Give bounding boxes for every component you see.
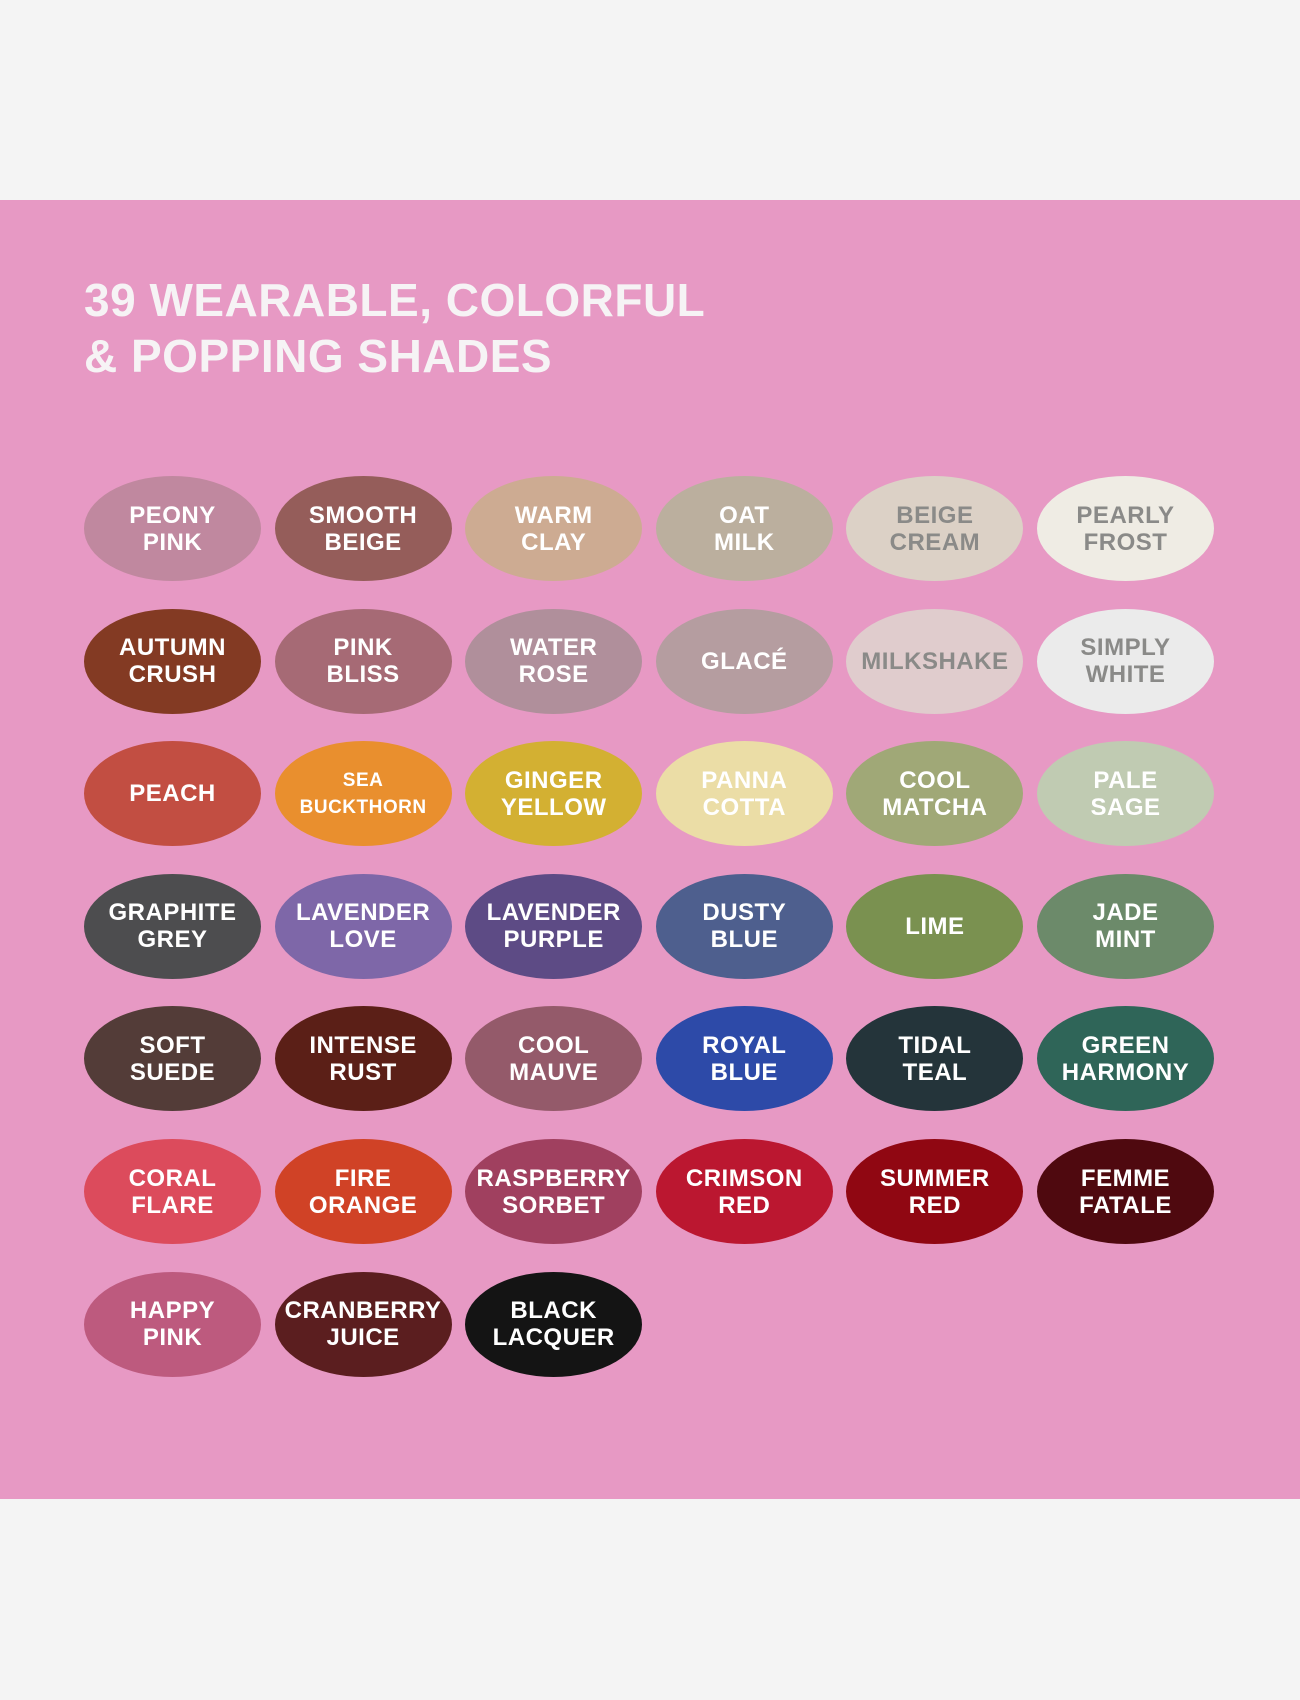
shade-name: SIMPLY WHITE [1080,634,1171,689]
shade-swatch: PINK BLISS [274,608,452,714]
shade-name: PEACH [129,780,216,808]
shade-swatch: SIMPLY WHITE [1037,608,1214,714]
shade-swatch: GREEN HARMONY [1037,1006,1214,1112]
shade-swatch: GRAPHITE GREY [84,873,261,979]
shade-swatch: AUTUMN CRUSH [84,608,261,714]
shade-swatch: GINGER YELLOW [465,741,643,847]
shade-swatch: DUSTY BLUE [655,873,833,979]
shade-swatch: SOFT SUEDE [84,1006,261,1112]
shade-name: SMOOTH BEIGE [308,501,418,556]
shade-name: SEA BUCKTHORN [299,769,427,818]
shade-swatch: CORAL FLARE [84,1139,261,1244]
shade-name: OAT MILK [713,501,775,556]
shade-name: MILKSHAKE [861,647,1009,675]
shade-swatch: PEARLY FROST [1037,476,1214,581]
shade-name: COOL MAUVE [509,1031,599,1086]
shade-swatch: BEIGE CREAM [846,476,1024,581]
shade-name: BLACK LACQUER [492,1297,615,1352]
shade-name: GLACÉ [701,647,788,675]
shade-name: FIRE ORANGE [308,1164,418,1219]
shade-name: COOL MATCHA [882,766,988,821]
shade-name: PEARLY FROST [1076,501,1175,556]
shade-swatch: ROYAL BLUE [655,1006,833,1112]
shade-name: LAVENDER LOVE [295,899,431,954]
shade-name: CRIMSON RED [685,1164,803,1219]
shade-swatch: LIME [846,873,1024,979]
shade-name: CORAL FLARE [128,1164,217,1219]
shade-swatch: CRANBERRY JUICE [274,1271,452,1377]
shade-swatch: FEMME FATALE [1037,1139,1214,1244]
shade-name: PALE SAGE [1090,766,1161,821]
shade-swatch: WARM CLAY [465,476,643,581]
shade-name: BEIGE CREAM [889,501,981,556]
shade-name: FEMME FATALE [1079,1164,1172,1219]
shade-swatch: FIRE ORANGE [274,1139,452,1244]
shade-swatch: CRIMSON RED [655,1139,833,1244]
shade-swatch: RASPBERRY SORBET [465,1139,643,1244]
shade-swatch: COOL MAUVE [465,1006,643,1112]
shade-name: DUSTY BLUE [702,899,787,954]
shade-swatch: OAT MILK [655,476,833,581]
shade-name: LAVENDER PURPLE [486,899,621,954]
shade-name: GREEN HARMONY [1061,1031,1190,1086]
shade-swatch: WATER ROSE [465,608,643,714]
shade-name: WATER ROSE [509,634,598,689]
shade-name: ROYAL BLUE [702,1031,787,1086]
shade-name: GINGER YELLOW [500,766,607,821]
shade-name: CRANBERRY JUICE [284,1297,442,1352]
shade-name: JADE MINT [1092,899,1159,954]
title-line-2: & POPPING SHADES [84,330,553,382]
shade-swatch: PEACH [84,741,261,847]
page-title: 39 WEARABLE, COLORFUL & POPPING SHADES [84,272,705,384]
shade-swatch: BLACK LACQUER [465,1271,643,1377]
shade-name: PANNA COTTA [701,766,788,821]
shade-swatch: COOL MATCHA [846,741,1024,847]
shade-swatch: PEONY PINK [84,476,261,581]
shade-name: TIDAL TEAL [898,1031,972,1086]
shade-swatch: LAVENDER PURPLE [465,873,643,979]
shade-name: SOFT SUEDE [129,1031,216,1086]
shade-name: RASPBERRY SORBET [476,1164,631,1219]
shade-swatch: SMOOTH BEIGE [274,476,452,581]
title-line-1: 39 WEARABLE, COLORFUL [84,274,706,326]
shade-swatch: GLACÉ [655,608,833,714]
shade-name: SUMMER RED [880,1164,990,1219]
shade-name: WARM CLAY [514,501,593,556]
shade-swatch: SEA BUCKTHORN [274,741,452,847]
shade-swatch: TIDAL TEAL [846,1006,1024,1112]
shade-name: GRAPHITE GREY [108,899,237,954]
shade-name: HAPPY PINK [129,1297,216,1352]
shade-swatch: PANNA COTTA [655,741,833,847]
shade-swatch: SUMMER RED [846,1139,1024,1244]
shade-swatch: JADE MINT [1037,873,1214,979]
shade-name: INTENSE RUST [309,1031,417,1086]
shade-name: PEONY PINK [129,501,216,556]
shade-swatch: LAVENDER LOVE [274,873,452,979]
shade-name: AUTUMN CRUSH [119,634,226,689]
shade-swatch: HAPPY PINK [84,1271,261,1377]
shade-swatch: PALE SAGE [1037,741,1214,847]
shade-swatch: INTENSE RUST [274,1006,452,1112]
shade-name: LIME [905,912,965,940]
shade-swatch: MILKSHAKE [846,608,1024,714]
shade-name: PINK BLISS [326,634,400,689]
